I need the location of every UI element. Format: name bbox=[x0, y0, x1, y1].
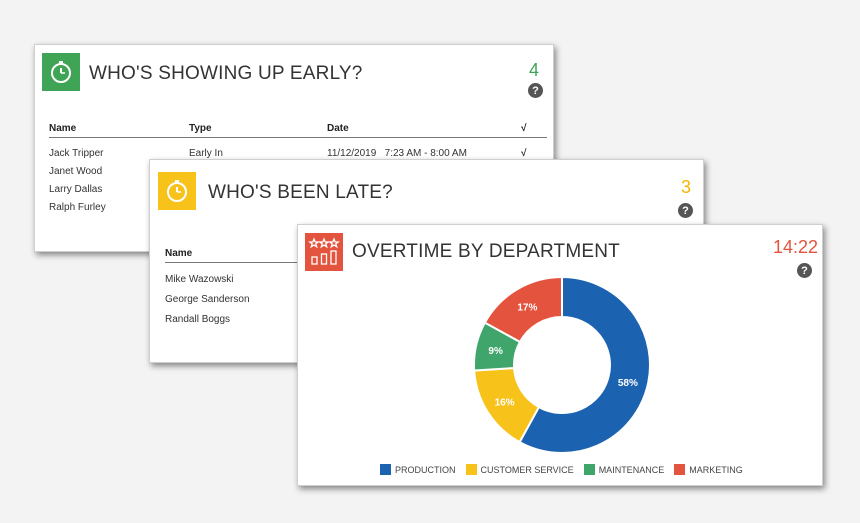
legend-label: MARKETING bbox=[689, 464, 743, 475]
cell-name: Larry Dallas bbox=[49, 183, 103, 195]
cell-name: Ralph Furley bbox=[49, 201, 106, 213]
table-row[interactable]: Ralph Furley bbox=[49, 198, 547, 216]
page-title: OVERTIME BY DEPARTMENT bbox=[352, 241, 620, 262]
slice-label: 9% bbox=[488, 346, 503, 357]
cell-name: Janet Wood bbox=[49, 165, 103, 177]
late-count: 3 bbox=[680, 177, 691, 197]
legend-item[interactable]: PRODUCTION bbox=[380, 464, 456, 475]
table-row[interactable]: Larry Dallas bbox=[49, 180, 547, 198]
overtime-total: 14:22 bbox=[772, 237, 818, 257]
donut-slice-production[interactable] bbox=[518, 275, 651, 454]
column-header[interactable]: Date bbox=[327, 123, 521, 138]
cell-name: Jack Tripper bbox=[49, 147, 104, 159]
legend-item[interactable]: MARKETING bbox=[674, 464, 743, 475]
page-title: WHO'S SHOWING UP EARLY? bbox=[89, 63, 363, 84]
slice-label: 17% bbox=[517, 302, 537, 313]
legend-item[interactable]: CUSTOMER SERVICE bbox=[465, 464, 574, 475]
cell-name: Randall Boggs bbox=[165, 313, 231, 325]
bar-chart-stars-icon bbox=[305, 233, 343, 271]
late-table: Name Mike Wazowski George Sanderson Rand… bbox=[165, 248, 305, 329]
donut-slice-marketing[interactable] bbox=[483, 275, 563, 344]
page-title: WHO'S BEEN LATE? bbox=[208, 182, 393, 203]
table-row[interactable]: Jack Tripper Early In 11/12/2019 7:23 AM… bbox=[49, 144, 547, 162]
table-row[interactable]: Janet Wood bbox=[49, 162, 547, 180]
help-icon[interactable]: ? bbox=[678, 203, 693, 218]
column-header[interactable]: Type bbox=[189, 123, 327, 138]
help-icon[interactable]: ? bbox=[797, 263, 812, 278]
legend-swatch bbox=[380, 464, 391, 475]
early-count: 4 bbox=[528, 60, 539, 80]
cell-name: Mike Wazowski bbox=[165, 273, 234, 285]
legend-label: MAINTENANCE bbox=[598, 464, 665, 475]
legend-swatch bbox=[465, 464, 477, 475]
table-row[interactable]: George Sanderson bbox=[165, 289, 305, 309]
cell-name: George Sanderson bbox=[165, 293, 250, 305]
legend-label: CUSTOMER SERVICE bbox=[480, 464, 574, 475]
legend-item[interactable]: MAINTENANCE bbox=[583, 464, 665, 475]
slice-label: 16% bbox=[495, 397, 515, 408]
cell-date: 11/12/2019 7:23 AM - 8:00 AM bbox=[327, 147, 467, 159]
stopwatch-icon bbox=[158, 172, 196, 210]
overtime-card: OVERTIME BY DEPARTMENT 14:22 ? 58% 16% 9% 1… bbox=[297, 224, 823, 486]
chart-legend: PRODUCTION CUSTOMER SERVICE MAINTENANCE … bbox=[380, 464, 753, 475]
slice-label: 58% bbox=[618, 378, 638, 389]
cell-type: Early In bbox=[189, 147, 223, 159]
column-header[interactable]: Name bbox=[49, 123, 189, 138]
early-table: Name Type Date √ Jack Tripper Early In 1… bbox=[49, 123, 547, 216]
stopwatch-icon bbox=[42, 53, 80, 91]
table-row[interactable]: Mike Wazowski bbox=[165, 269, 305, 289]
help-icon[interactable]: ? bbox=[528, 83, 543, 98]
cell-check: √ bbox=[521, 147, 527, 159]
column-header[interactable]: √ bbox=[521, 123, 547, 138]
legend-swatch bbox=[583, 464, 595, 475]
legend-swatch bbox=[674, 464, 686, 475]
legend-label: PRODUCTION bbox=[395, 464, 456, 475]
column-header[interactable]: Name bbox=[165, 248, 305, 263]
table-row[interactable]: Randall Boggs bbox=[165, 309, 305, 329]
donut-chart: 58% 16% 9% 17% bbox=[473, 275, 651, 454]
